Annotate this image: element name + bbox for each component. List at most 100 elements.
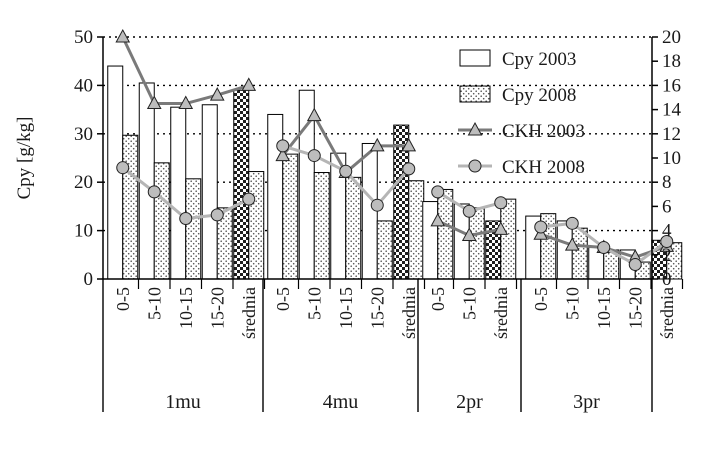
marker-ckh2008: [242, 192, 256, 206]
group-label: 2pr: [456, 391, 483, 413]
x-tick-label: 15-20: [207, 287, 227, 329]
legend-swatch-cpy2008: [459, 85, 491, 103]
marker-ckh2003: [178, 95, 194, 110]
bar-cpy2003: [267, 113, 284, 280]
bar-cpy2008: [185, 178, 202, 280]
bar-cpy2008: [313, 172, 330, 280]
y2-tick-label: 14: [662, 100, 682, 121]
legend: Cpy 2003 Cpy 2008 CKH 2003 CKH 2008: [458, 49, 585, 178]
legend-label: CKH 2008: [502, 157, 585, 178]
y2-tick-label: 18: [662, 51, 681, 72]
legend-label: CKH 2003: [502, 121, 585, 142]
y2-tick-label: 8: [662, 172, 672, 193]
marker-ckh2008: [494, 196, 508, 210]
group-label: 4mu: [323, 391, 359, 413]
x-tick-label: średnia: [657, 287, 677, 339]
bar-cpy2008: [571, 227, 588, 280]
bars-layer: [107, 65, 683, 280]
x-tick-label: 10-15: [176, 287, 196, 329]
bar-cpy2008: [122, 134, 139, 280]
bar-cpy2008: [500, 198, 517, 280]
y2-tick-label: 2: [662, 245, 672, 266]
y-tick-label: 0: [84, 269, 94, 290]
bar-cpy2003: [201, 104, 218, 280]
x-tick-label: 15-20: [367, 287, 387, 329]
marker-ckh2003: [146, 95, 162, 110]
legend-swatch-ckh2008-marker: [468, 159, 482, 173]
marker-ckh2003: [369, 137, 385, 152]
marker-ckh2008: [565, 216, 579, 230]
y2-tick-label: 4: [662, 221, 672, 242]
legend-swatch-ckh2003-marker: [467, 121, 483, 136]
bar-cpy2008: [376, 220, 393, 280]
marker-ckh2008: [597, 241, 611, 255]
y-tick-label: 10: [74, 221, 93, 242]
marker-ckh2003: [430, 212, 446, 227]
marker-ckh2003: [241, 77, 257, 91]
bar-cpy2008: [282, 153, 299, 280]
marker-ckh2003: [209, 87, 225, 101]
legend-swatch-cpy2003: [459, 49, 491, 67]
y2-tick-label: 16: [662, 75, 681, 96]
y2-tick-label: 0: [662, 269, 672, 290]
x-tick-label: 10-15: [594, 287, 614, 329]
marker-ckh2008: [534, 220, 548, 234]
x-tick-label: 5-10: [459, 287, 479, 320]
x-tick-label: 5-10: [562, 287, 582, 320]
x-tick-label: 0-5: [428, 287, 448, 311]
y-tick-label: 20: [74, 172, 93, 193]
group-label: 1mu: [165, 391, 201, 413]
marker-ckh2008: [370, 198, 384, 212]
marker-ckh2008: [276, 139, 290, 153]
y-axis-label: Cpy [g/kg]: [14, 117, 35, 200]
marker-ckh2008: [147, 185, 161, 199]
marker-ckh2008: [116, 161, 130, 175]
marker-ckh2003: [115, 28, 131, 43]
marker-ckh2008: [660, 234, 674, 248]
marker-ckh2003: [493, 221, 509, 235]
bar-cpy2008: [345, 176, 362, 280]
bar-cpy2008: [408, 180, 425, 280]
x-tick-label: 10-15: [336, 287, 356, 329]
legend-label: Cpy 2003: [502, 49, 576, 70]
marker-ckh2008: [462, 204, 476, 218]
x-tick-label: średnia: [239, 287, 259, 339]
bar-cpy2008: [153, 162, 170, 280]
group-label: 3pr: [573, 391, 600, 413]
bar-cpy2008: [468, 207, 485, 280]
marker-ckh2003: [306, 107, 322, 122]
y-tick-label: 50: [74, 27, 93, 48]
marker-ckh2003: [461, 227, 477, 241]
lines-layer: [115, 28, 675, 271]
bar-cpy2003: [170, 106, 187, 280]
x-tick-label: 5-10: [144, 287, 164, 320]
marker-ckh2003: [564, 237, 580, 251]
x-tick-label: 15-20: [625, 287, 645, 329]
marker-ckh2008: [307, 149, 321, 163]
marker-ckh2003: [275, 147, 291, 162]
marker-ckh2003: [401, 137, 417, 152]
bar-cpy2003: [422, 201, 439, 280]
y2-tick-label: 12: [662, 124, 681, 145]
bar-cpy2003: [233, 89, 250, 280]
x-tick-label: 0-5: [113, 287, 133, 311]
y2-tick-label: 6: [662, 196, 672, 217]
x-tick-label: średnia: [491, 287, 511, 339]
bar-cpy2008: [248, 171, 265, 280]
marker-ckh2008: [628, 257, 642, 271]
x-tick-label: średnia: [399, 287, 419, 339]
y2-tick-label: 20: [662, 27, 681, 48]
marker-ckh2008: [179, 212, 193, 225]
y-tick-label: 40: [74, 75, 93, 96]
marker-ckh2008: [402, 162, 416, 176]
marker-ckh2008: [339, 164, 353, 178]
x-tick-label: 5-10: [304, 287, 324, 320]
axes-layer: 0 10 20 30 40 50 0 2 4 6 8 10 12 14 16 18 20 0-5 5-10 10-15…: [74, 27, 684, 413]
y2-tick-label: 10: [662, 148, 681, 169]
x-tick-label: 0-5: [273, 287, 293, 311]
marker-ckh2008: [431, 185, 445, 199]
bar-cpy2008: [437, 188, 454, 280]
x-tick-label: 0-5: [531, 287, 551, 311]
